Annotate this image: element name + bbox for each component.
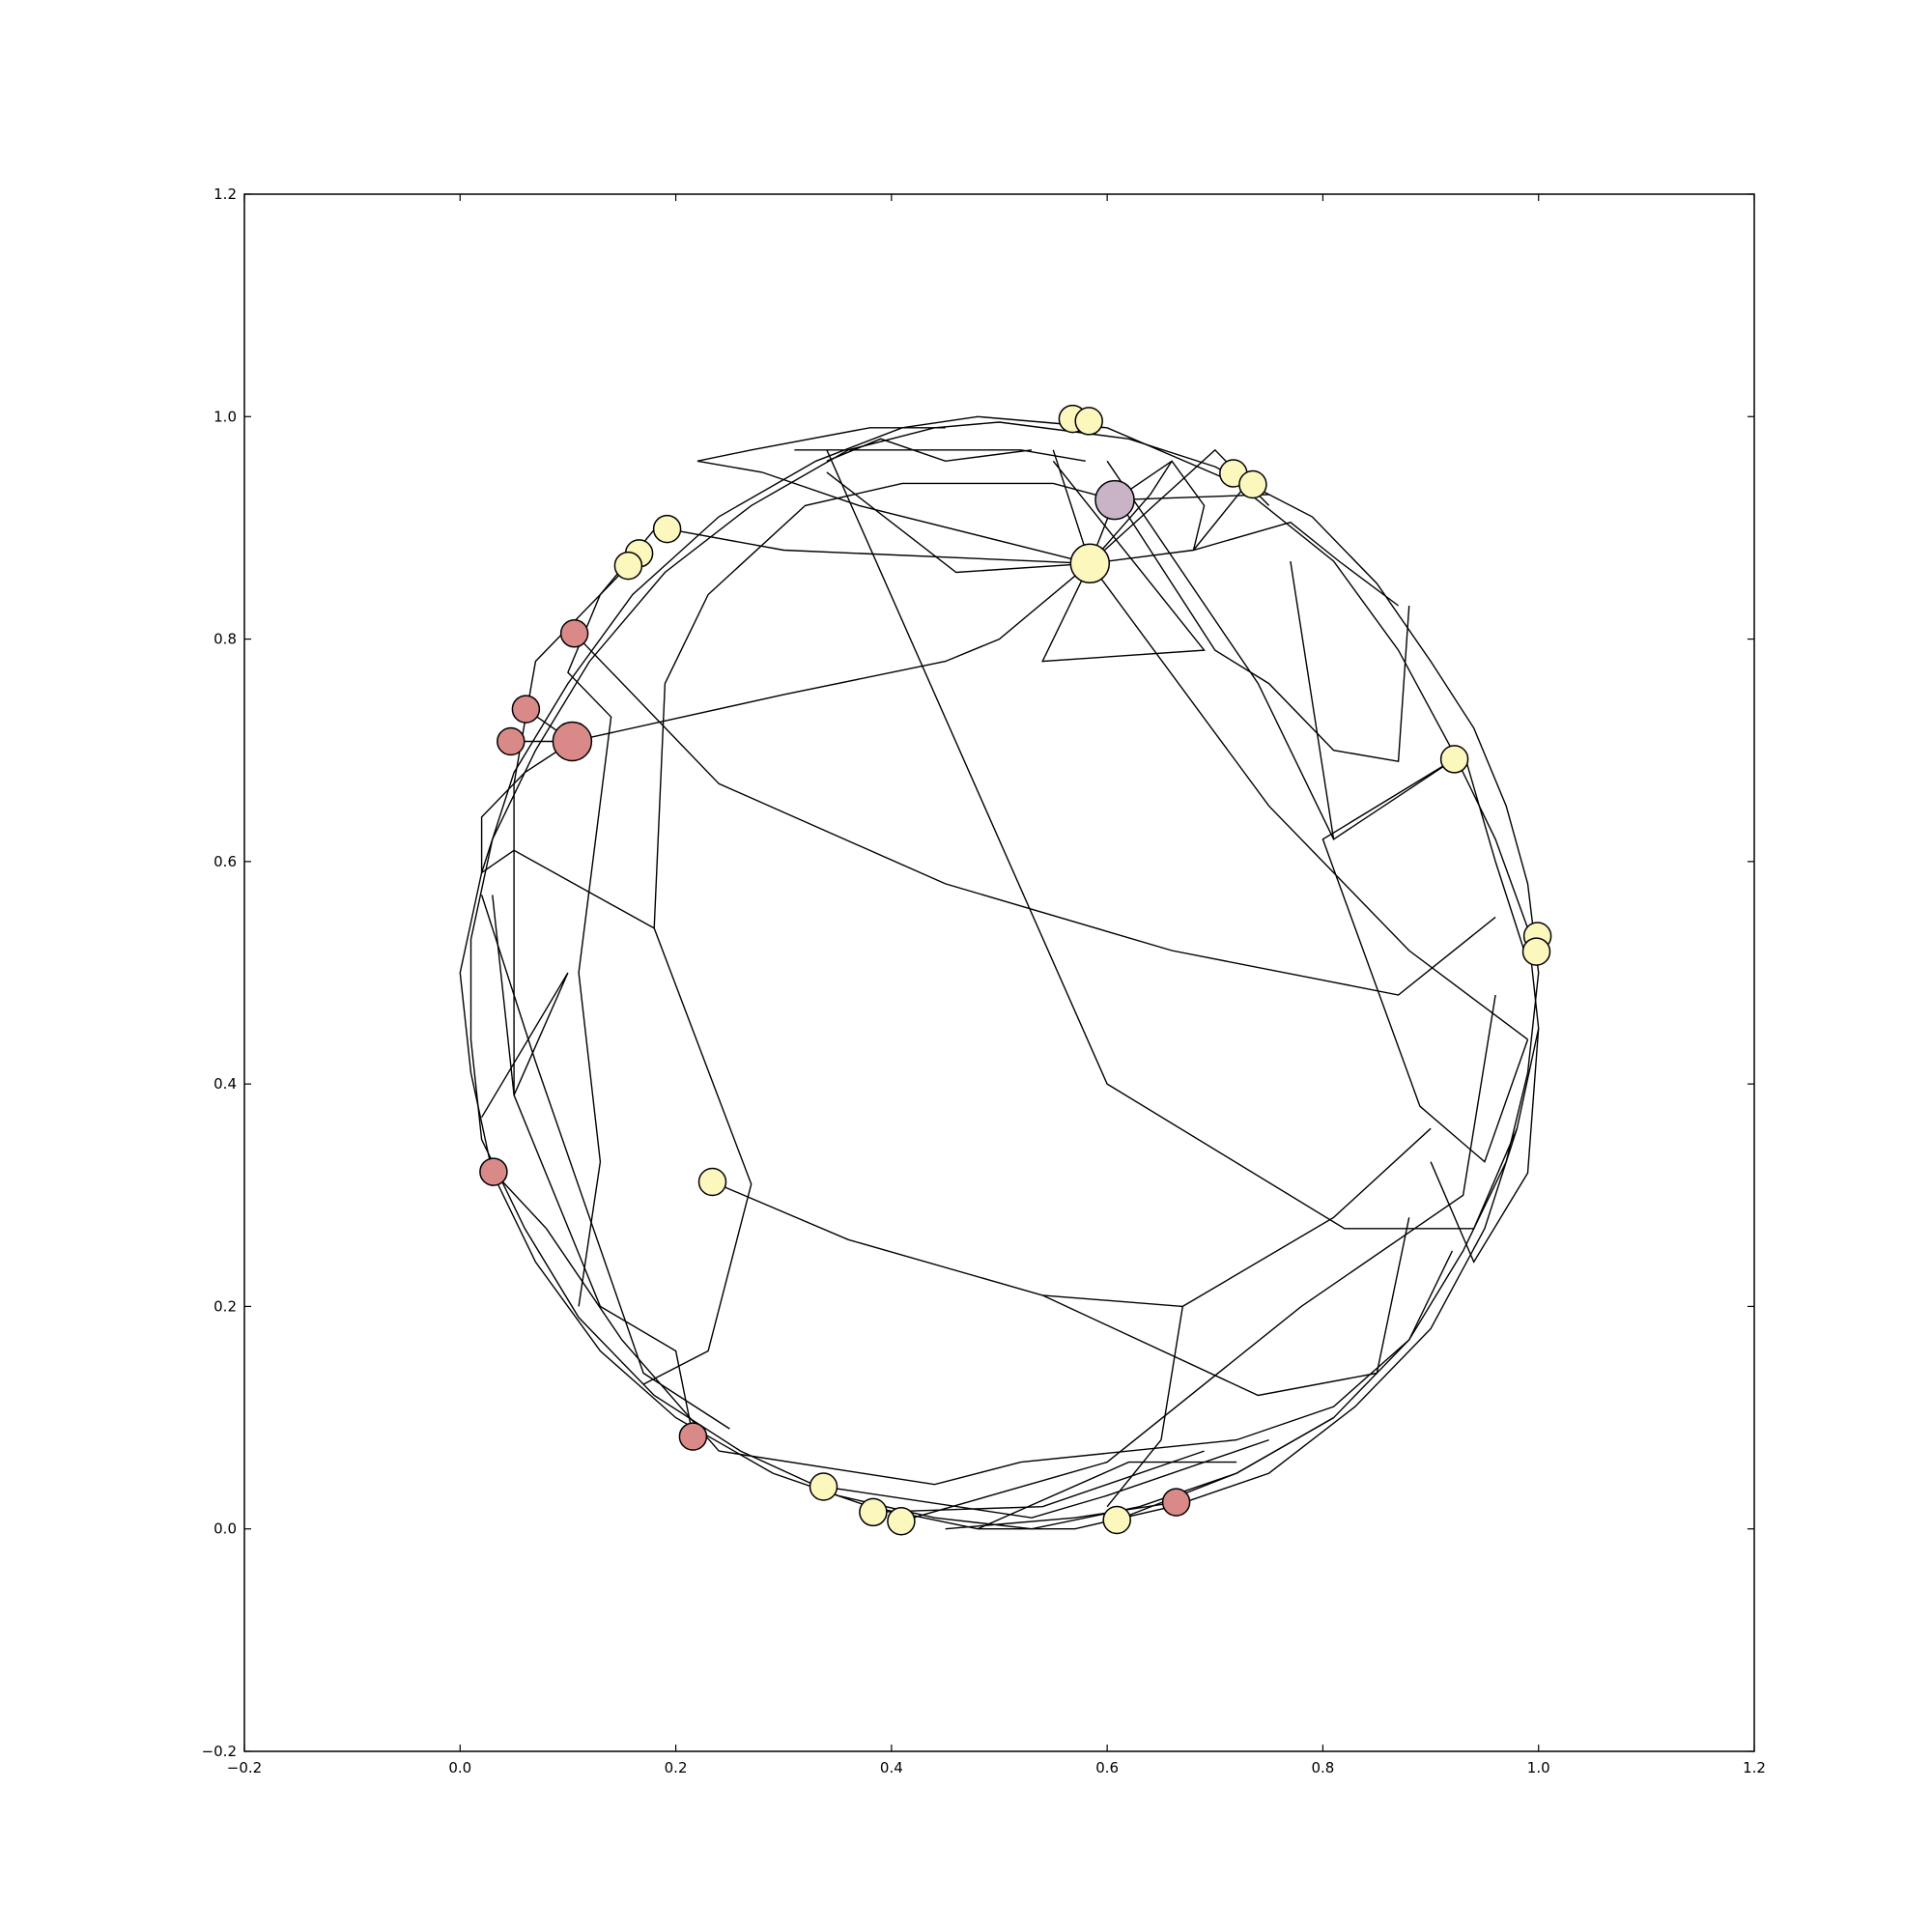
network-edge bbox=[1090, 521, 1400, 607]
network-node bbox=[552, 721, 593, 762]
x-tick-label: 0.8 bbox=[1311, 1759, 1334, 1776]
network-nodes bbox=[479, 404, 1552, 1536]
network-node bbox=[697, 1167, 727, 1197]
y-tick-label: 1.0 bbox=[213, 408, 237, 425]
x-tick-label: 0.2 bbox=[665, 1759, 688, 1776]
network-edge bbox=[823, 1438, 1269, 1519]
network-node bbox=[511, 695, 541, 724]
network-edge bbox=[1114, 494, 1269, 501]
x-tick-label: 1.2 bbox=[1743, 1759, 1766, 1776]
network-edge bbox=[1116, 1416, 1334, 1521]
network-edge bbox=[493, 1171, 720, 1452]
network-node bbox=[652, 514, 682, 544]
network-edge bbox=[667, 527, 1091, 564]
network-edge bbox=[1089, 562, 1528, 1040]
network-edge bbox=[492, 895, 695, 1437]
network-node bbox=[559, 619, 589, 648]
network-node bbox=[613, 551, 643, 581]
y-tick-label: 0.8 bbox=[213, 631, 237, 648]
x-tick-label: 0.6 bbox=[1095, 1759, 1119, 1776]
network-edge bbox=[1106, 1306, 1183, 1508]
network-node bbox=[678, 1422, 708, 1451]
network-edge bbox=[1106, 483, 1410, 763]
network-edge bbox=[719, 1250, 1454, 1486]
network-node bbox=[1521, 937, 1551, 966]
network-edge bbox=[945, 1501, 1177, 1530]
network-edge bbox=[1041, 460, 1206, 663]
y-tick-label: −0.2 bbox=[202, 1743, 237, 1760]
network-edge bbox=[480, 565, 629, 1119]
y-tick-label: 0.6 bbox=[213, 853, 237, 870]
network-node bbox=[887, 1506, 916, 1536]
network-edge bbox=[696, 460, 1091, 564]
network-edge bbox=[469, 421, 1540, 1530]
network-edge bbox=[1430, 1028, 1540, 1264]
network-edge bbox=[712, 1127, 1432, 1308]
y-tick-label: 0.0 bbox=[213, 1520, 237, 1538]
x-tick-label: 0.4 bbox=[880, 1759, 903, 1776]
network-node bbox=[1069, 543, 1111, 584]
network-edge bbox=[1041, 1217, 1410, 1397]
network-edge bbox=[872, 1450, 1205, 1514]
network-edge bbox=[977, 1461, 1237, 1530]
y-tick-label: 1.2 bbox=[213, 185, 237, 203]
x-tick-label: −0.2 bbox=[227, 1759, 262, 1776]
network-node bbox=[1074, 407, 1103, 436]
network-edge bbox=[480, 740, 655, 929]
network-node bbox=[809, 1472, 838, 1501]
network-node bbox=[479, 1157, 508, 1186]
network-edge bbox=[1106, 460, 1335, 840]
axis-ticks: −0.2−0.2 0.0 0.0 0.2 0.2 0.4 0.4 0.6 0.6 0.8 0.8 1.… bbox=[202, 185, 1766, 1776]
network-node bbox=[1161, 1488, 1191, 1517]
network-edge bbox=[1114, 460, 1248, 551]
network-node bbox=[859, 1497, 888, 1527]
y-tick-label: 0.2 bbox=[213, 1297, 237, 1315]
network-edge bbox=[480, 895, 730, 1430]
network-node bbox=[1102, 1505, 1131, 1535]
network-node bbox=[497, 726, 526, 756]
network-edge bbox=[900, 994, 1496, 1522]
network-edge bbox=[1462, 750, 1529, 962]
x-tick-label: 0.0 bbox=[448, 1759, 471, 1776]
network-edge bbox=[1089, 460, 1173, 564]
y-tick-label: 0.4 bbox=[213, 1075, 237, 1093]
network-edges bbox=[459, 415, 1540, 1530]
network-node bbox=[1238, 469, 1267, 499]
network-edge bbox=[572, 562, 1091, 743]
network-node bbox=[1094, 479, 1135, 521]
network-edge bbox=[826, 449, 1519, 1230]
network-edge bbox=[696, 427, 946, 462]
network-edge bbox=[1321, 758, 1529, 1163]
network-edge bbox=[642, 482, 1116, 1385]
network-edge bbox=[574, 633, 1496, 996]
plot-frame bbox=[243, 193, 1755, 1752]
network-edge bbox=[1290, 560, 1455, 840]
network-edge bbox=[826, 471, 1091, 574]
network-edge bbox=[794, 449, 1086, 462]
network-node bbox=[1439, 745, 1469, 774]
x-tick-label: 1.0 bbox=[1527, 1759, 1550, 1776]
